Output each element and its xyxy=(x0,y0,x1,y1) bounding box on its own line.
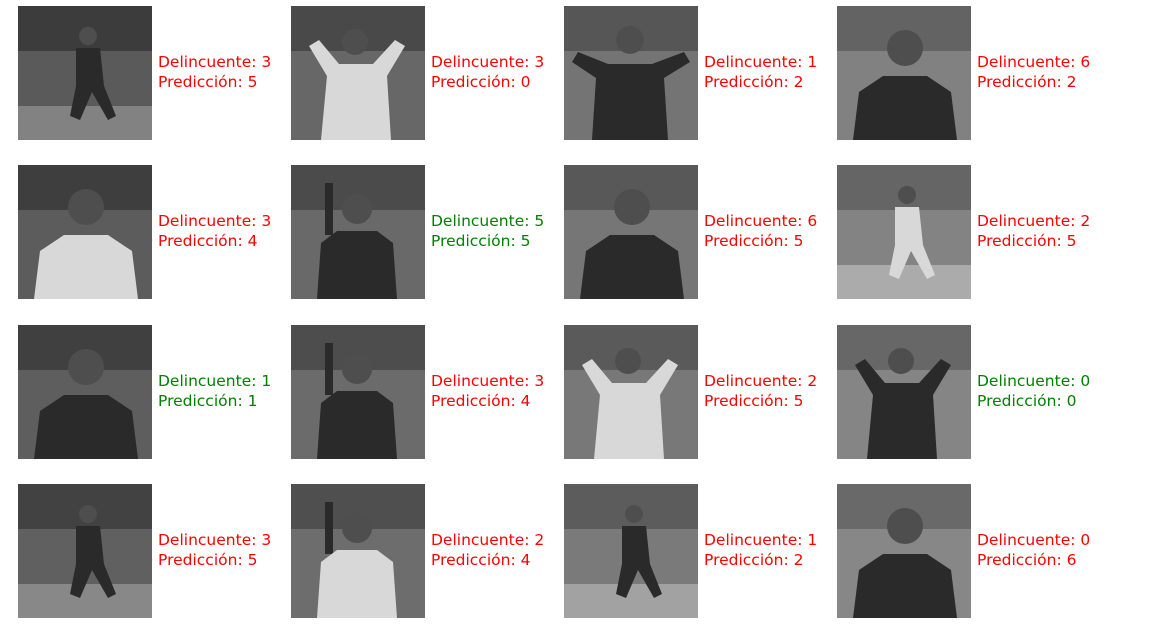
actual-label: Delincuente: 5 xyxy=(431,212,545,230)
player-running-photo xyxy=(564,484,698,618)
predicted-label: Predicción: 2 xyxy=(704,73,804,91)
player-photo xyxy=(18,165,152,299)
prediction-label: Delincuente: 3 Predicción: 4 xyxy=(431,371,544,411)
actual-label: Delincuente: 2 xyxy=(431,531,545,549)
player-photo xyxy=(837,6,971,140)
player-portrait-photo xyxy=(18,325,152,459)
prediction-cell: Delincuente: 2 Predicción: 5 xyxy=(564,325,837,459)
actual-label: Delincuente: 0 xyxy=(977,531,1091,549)
actual-label: Delincuente: 6 xyxy=(977,53,1091,71)
player-celebrating-photo xyxy=(837,325,971,459)
player-running-photo xyxy=(18,484,152,618)
prediction-cell: Delincuente: 3 Predicción: 0 xyxy=(291,6,564,140)
actual-label: Delincuente: 1 xyxy=(704,53,818,71)
player-celebrating-photo xyxy=(291,6,425,140)
predicted-label: Predicción: 4 xyxy=(431,392,531,410)
prediction-cell: Delincuente: 6 Predicción: 5 xyxy=(564,165,837,299)
predicted-label: Predicción: 6 xyxy=(977,551,1077,569)
prediction-label: Delincuente: 0 Predicción: 6 xyxy=(977,530,1090,570)
actual-label: Delincuente: 6 xyxy=(704,212,818,230)
prediction-label: Delincuente: 2 Predicción: 5 xyxy=(977,211,1090,251)
prediction-cell: Delincuente: 6 Predicción: 2 xyxy=(837,6,1110,140)
player-photo xyxy=(18,325,152,459)
prediction-cell: Delincuente: 3 Predicción: 5 xyxy=(18,484,291,618)
player-photo xyxy=(564,484,698,618)
actual-label: Delincuente: 3 xyxy=(431,372,545,390)
predicted-label: Predicción: 5 xyxy=(158,73,258,91)
actual-label: Delincuente: 3 xyxy=(431,53,545,71)
prediction-label: Delincuente: 3 Predicción: 5 xyxy=(158,52,271,92)
predicted-label: Predicción: 5 xyxy=(431,232,531,250)
actual-label: Delincuente: 0 xyxy=(977,372,1091,390)
actual-label: Delincuente: 3 xyxy=(158,53,272,71)
player-portrait-photo xyxy=(837,484,971,618)
prediction-cell: Delincuente: 3 Predicción: 5 xyxy=(18,6,291,140)
player-photo xyxy=(837,325,971,459)
predicted-label: Predicción: 5 xyxy=(158,551,258,569)
prediction-cell: Delincuente: 3 Predicción: 4 xyxy=(291,325,564,459)
prediction-cell: Delincuente: 0 Predicción: 0 xyxy=(837,325,1110,459)
prediction-label: Delincuente: 1 Predicción: 2 xyxy=(704,530,817,570)
prediction-cell: Delincuente: 1 Predicción: 1 xyxy=(18,325,291,459)
player-celebrating-photo xyxy=(564,325,698,459)
player-photo xyxy=(18,484,152,618)
player-portrait-photo xyxy=(837,6,971,140)
prediction-cell: Delincuente: 2 Predicción: 5 xyxy=(837,165,1110,299)
prediction-label: Delincuente: 6 Predicción: 5 xyxy=(704,211,817,251)
player-portrait-photo xyxy=(18,165,152,299)
actual-label: Delincuente: 2 xyxy=(977,212,1091,230)
prediction-label: Delincuente: 5 Predicción: 5 xyxy=(431,211,544,251)
player-photo xyxy=(564,165,698,299)
player-photo xyxy=(291,325,425,459)
actual-label: Delincuente: 3 xyxy=(158,531,272,549)
predicted-label: Predicción: 1 xyxy=(158,392,258,410)
player-pointing-photo xyxy=(291,325,425,459)
prediction-label: Delincuente: 0 Predicción: 0 xyxy=(977,371,1090,411)
player-pointing-photo xyxy=(291,165,425,299)
prediction-label: Delincuente: 3 Predicción: 4 xyxy=(158,211,271,251)
prediction-cell: Delincuente: 0 Predicción: 6 xyxy=(837,484,1110,618)
predicted-label: Predicción: 4 xyxy=(158,232,258,250)
prediction-label: Delincuente: 2 Predicción: 4 xyxy=(431,530,544,570)
predicted-label: Predicción: 4 xyxy=(431,551,531,569)
prediction-cell: Delincuente: 2 Predicción: 4 xyxy=(291,484,564,618)
player-photo xyxy=(291,6,425,140)
player-photo xyxy=(564,6,698,140)
actual-label: Delincuente: 1 xyxy=(704,531,818,549)
prediction-cell: Delincuente: 1 Predicción: 2 xyxy=(564,6,837,140)
predicted-label: Predicción: 5 xyxy=(977,232,1077,250)
prediction-label: Delincuente: 1 Predicción: 1 xyxy=(158,371,271,411)
player-photo xyxy=(18,6,152,140)
prediction-label: Delincuente: 3 Predicción: 0 xyxy=(431,52,544,92)
prediction-cell: Delincuente: 3 Predicción: 4 xyxy=(18,165,291,299)
predicted-label: Predicción: 0 xyxy=(977,392,1077,410)
actual-label: Delincuente: 1 xyxy=(158,372,272,390)
player-photo xyxy=(837,484,971,618)
player-running-photo xyxy=(18,6,152,140)
prediction-cell: Delincuente: 1 Predicción: 2 xyxy=(564,484,837,618)
prediction-label: Delincuente: 2 Predicción: 5 xyxy=(704,371,817,411)
predicted-label: Predicción: 2 xyxy=(704,551,804,569)
prediction-label: Delincuente: 1 Predicción: 2 xyxy=(704,52,817,92)
prediction-label: Delincuente: 3 Predicción: 5 xyxy=(158,530,271,570)
predicted-label: Predicción: 2 xyxy=(977,73,1077,91)
player-photo xyxy=(837,165,971,299)
player-running-photo xyxy=(837,165,971,299)
predicted-label: Predicción: 0 xyxy=(431,73,531,91)
prediction-label: Delincuente: 6 Predicción: 2 xyxy=(977,52,1090,92)
prediction-cell: Delincuente: 5 Predicción: 5 xyxy=(291,165,564,299)
player-pointing-photo xyxy=(291,484,425,618)
predicted-label: Predicción: 5 xyxy=(704,232,804,250)
player-photo xyxy=(564,325,698,459)
actual-label: Delincuente: 2 xyxy=(704,372,818,390)
actual-label: Delincuente: 3 xyxy=(158,212,272,230)
predicted-label: Predicción: 5 xyxy=(704,392,804,410)
player-portrait-photo xyxy=(564,165,698,299)
player-photo xyxy=(291,165,425,299)
player-cheering-photo xyxy=(564,6,698,140)
player-photo xyxy=(291,484,425,618)
